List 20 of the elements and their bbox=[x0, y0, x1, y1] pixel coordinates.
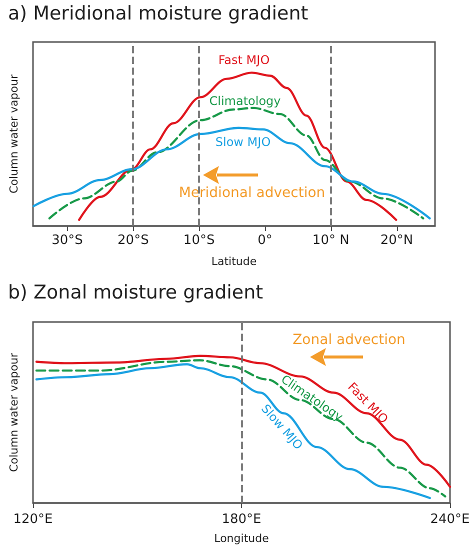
x-tick-label: 10° N bbox=[312, 233, 350, 248]
chart-title: a) Meridional moisture gradient bbox=[8, 2, 308, 24]
chart-title: b) Zonal moisture gradient bbox=[8, 282, 264, 304]
x-tick-label: 20°S bbox=[118, 233, 149, 248]
series-label: Slow MJO bbox=[215, 135, 271, 149]
x-tick-label: 180°E bbox=[222, 512, 262, 527]
x-tick-label: 10°S bbox=[183, 233, 215, 248]
x-axis-title: Latitude bbox=[211, 255, 257, 268]
y-axis-title: Column water vapour bbox=[8, 352, 20, 472]
series-label: Fast MJO bbox=[218, 53, 270, 67]
y-axis-title: Column water vapour bbox=[8, 74, 20, 194]
x-tick-label: 20°N bbox=[380, 233, 414, 248]
text: Zonal advection bbox=[292, 332, 406, 348]
x-tick-label: 240°E bbox=[430, 512, 470, 527]
x-tick-label: 30°S bbox=[52, 233, 83, 248]
x-tick-label: 120°E bbox=[13, 512, 53, 527]
x-axis-title: Longitude bbox=[214, 532, 270, 545]
series-label: Climatology bbox=[209, 94, 281, 108]
annotation: Meridional advection bbox=[178, 185, 326, 201]
x-tick-label: 0° bbox=[258, 233, 272, 248]
